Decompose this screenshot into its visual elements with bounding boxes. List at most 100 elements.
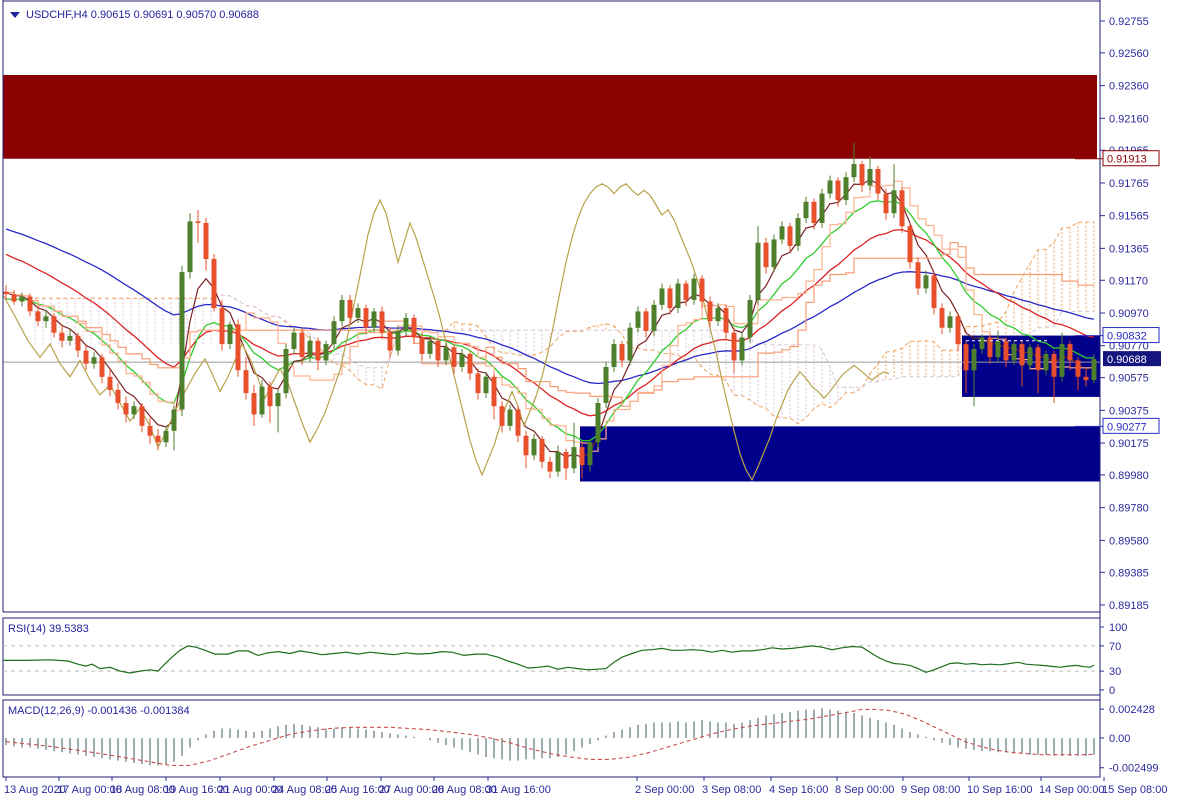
- macd-label: MACD(12,26,9) -0.001436 -0.001384: [8, 705, 190, 717]
- candlestick: [731, 332, 737, 361]
- candlestick: [539, 438, 545, 462]
- candlestick: [235, 324, 241, 371]
- candlestick: [115, 389, 121, 403]
- candlestick: [291, 332, 297, 349]
- rsi-line: [3, 645, 1095, 674]
- candlestick: [19, 296, 25, 302]
- candlestick: [587, 442, 593, 466]
- candlestick: [107, 376, 113, 390]
- candlestick: [451, 347, 457, 367]
- price-axis-label: 0.92360: [1109, 81, 1149, 93]
- candlestick: [219, 308, 225, 345]
- candlestick: [459, 353, 465, 367]
- candlestick: [131, 406, 137, 415]
- candlestick: [283, 349, 289, 394]
- candlestick: [795, 218, 801, 246]
- candlestick: [1003, 340, 1009, 361]
- candlestick: [979, 337, 985, 349]
- candlestick: [555, 452, 561, 472]
- supply-zone: [3, 74, 1097, 159]
- candlestick: [659, 288, 665, 305]
- candlestick: [379, 311, 385, 333]
- candlestick: [315, 340, 321, 361]
- demand-low-zone: [580, 426, 1100, 482]
- candlestick: [891, 190, 897, 214]
- candlestick: [1075, 360, 1081, 377]
- candlestick: [515, 409, 521, 436]
- price-axis-label: 0.90970: [1109, 308, 1149, 320]
- candlestick: [531, 438, 537, 456]
- candlestick: [715, 308, 721, 322]
- candlestick: [675, 283, 681, 308]
- candlestick: [811, 201, 817, 224]
- candlestick: [259, 386, 265, 415]
- candlestick: [35, 311, 41, 322]
- price-axis-label: 0.92560: [1109, 48, 1149, 60]
- time-axis-label: 10 Sep 16:00: [967, 784, 1032, 796]
- candlestick: [307, 340, 313, 358]
- candlestick: [323, 344, 329, 361]
- candlestick: [355, 308, 361, 318]
- candlestick: [339, 299, 345, 322]
- rsi-axis-label: 100: [1109, 622, 1127, 634]
- candlestick: [499, 406, 505, 426]
- candlestick: [91, 357, 97, 364]
- rsi-axis-label: 0: [1109, 685, 1115, 697]
- candlestick: [915, 262, 921, 289]
- ma-slowest-line: [5, 228, 1095, 385]
- candlestick: [155, 435, 161, 443]
- price-axis-label: 0.91765: [1109, 178, 1149, 190]
- candlestick: [611, 344, 617, 367]
- time-axis-label: 3 Sep 08:00: [702, 784, 761, 796]
- candlestick: [395, 331, 401, 351]
- candlestick: [419, 337, 425, 354]
- price-level-label-box: [1102, 327, 1160, 344]
- candlestick: [883, 193, 889, 214]
- price-level-label-box: [1102, 417, 1160, 434]
- candlestick: [771, 239, 777, 268]
- rsi-axis-label: 70: [1109, 641, 1121, 653]
- time-axis-label: 31 Aug 16:00: [486, 784, 551, 796]
- time-axis-label: 21 Aug 00:00: [218, 784, 283, 796]
- time-axis-label: 4 Sep 16:00: [769, 784, 828, 796]
- candlestick: [987, 337, 993, 358]
- candlestick: [59, 332, 65, 341]
- candlestick: [803, 201, 809, 219]
- candlestick: [643, 311, 649, 331]
- candlestick: [347, 299, 353, 318]
- candlestick: [371, 311, 377, 328]
- candlestick: [635, 311, 641, 328]
- candlestick: [763, 242, 769, 268]
- candlestick: [651, 304, 657, 331]
- ma-mid-line: [5, 200, 1095, 442]
- candlestick: [267, 386, 273, 407]
- candlestick: [971, 349, 977, 371]
- candlestick: [1011, 344, 1017, 361]
- time-axis-label: 27 Aug 00:00: [379, 784, 444, 796]
- price-axis-label: 0.89580: [1109, 535, 1149, 547]
- candlestick: [1067, 344, 1073, 361]
- candlestick: [299, 332, 305, 358]
- time-axis-label: 8 Sep 00:00: [835, 784, 894, 796]
- candlestick: [947, 316, 953, 328]
- candlestick: [187, 221, 193, 273]
- candlestick: [931, 275, 937, 309]
- candlestick: [1043, 353, 1049, 371]
- candlestick: [171, 409, 177, 431]
- time-axis-label: 25 Aug 16:00: [325, 784, 390, 796]
- time-axis-label: 19 Aug 16:00: [164, 784, 229, 796]
- candlestick: [707, 301, 713, 322]
- symbol-dropdown-icon[interactable]: [10, 12, 20, 18]
- candlestick: [51, 316, 57, 333]
- candlestick: [75, 335, 81, 351]
- candlestick: [547, 461, 553, 472]
- candlestick: [363, 308, 369, 328]
- candlestick: [43, 316, 49, 322]
- candlestick: [411, 317, 417, 338]
- time-axis-label: 9 Sep 08:00: [901, 784, 960, 796]
- candlestick: [227, 324, 233, 344]
- price-axis-label: 0.91565: [1109, 211, 1149, 223]
- candlestick: [491, 376, 497, 407]
- candlestick: [923, 275, 929, 289]
